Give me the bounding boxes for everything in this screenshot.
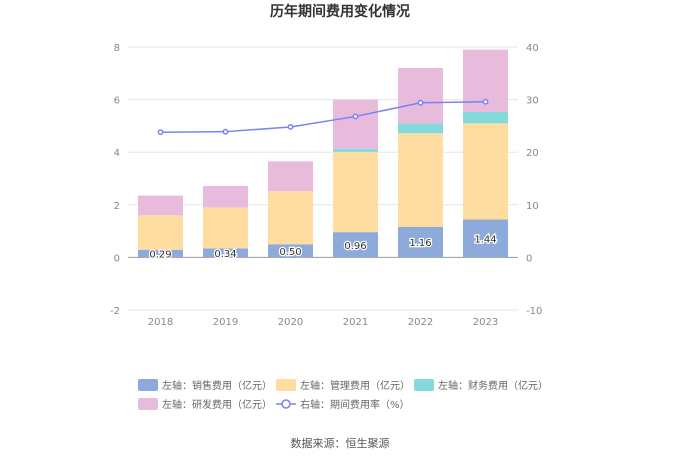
x-tick-label: 2022 [408, 317, 433, 328]
bar-segment-3 [138, 195, 183, 216]
left-tick-label: 4 [114, 148, 120, 159]
x-tick-label: 2021 [343, 317, 368, 328]
bar-segment-0 [333, 232, 378, 258]
bar-segment-3 [333, 99, 378, 149]
right-axis: -10 0 10 20 30 40 [526, 43, 542, 317]
right-tick-label: -10 [526, 306, 542, 317]
bar-value-label: 0.50 [279, 247, 301, 258]
legend-item[interactable]: 左轴：管理费用（亿元） [276, 379, 410, 392]
right-tick-label: 30 [526, 96, 539, 107]
left-tick-label: -2 [110, 306, 120, 317]
bar-segment-2 [398, 123, 443, 134]
right-tick-label: 10 [526, 201, 539, 212]
x-tick-label: 2023 [473, 317, 498, 328]
line-path [160, 100, 486, 133]
line-series [157, 98, 489, 136]
chart-title: 历年期间费用变化情况 [270, 3, 410, 20]
right-tick-label: 0 [526, 253, 532, 264]
grid-lines [128, 46, 518, 311]
right-tick-label: 40 [526, 43, 539, 54]
x-tick-label: 2018 [148, 317, 173, 328]
bar-segment-1 [398, 133, 443, 227]
bar-segment-1 [203, 207, 248, 249]
legend: 左轴：销售费用（亿元） 左轴：管理费用（亿元） 左轴：财务费用（亿元） 左轴：研发费用… [138, 379, 548, 411]
bar-group [138, 49, 508, 258]
bar-value-label: 1.16 [409, 238, 431, 249]
line-point [482, 98, 489, 105]
x-tick-label: 2020 [278, 317, 303, 328]
legend-swatch [138, 398, 158, 410]
legend-label: 左轴：销售费用（亿元） [162, 379, 272, 392]
line-point [352, 113, 359, 120]
bar-segment-3 [203, 185, 248, 208]
left-tick-label: 6 [114, 96, 120, 107]
right-tick-label: 20 [526, 148, 539, 159]
line-point [417, 99, 424, 106]
bar-segment-1 [138, 215, 183, 250]
bar-segment-0 [268, 244, 313, 258]
left-tick-label: 2 [114, 201, 120, 212]
legend-label: 左轴：财务费用（亿元） [438, 379, 548, 392]
legend-item[interactable]: 右轴：期间费用率（%） [276, 398, 410, 411]
left-axis: -2 0 2 4 6 8 [110, 43, 120, 317]
left-tick-label: 0 [114, 253, 120, 264]
legend-swatch [276, 379, 296, 391]
line-point [157, 129, 164, 136]
bar-segment-0 [463, 219, 508, 258]
bar-segment-2 [463, 111, 508, 124]
bar-value-label: 0.96 [344, 241, 366, 252]
x-axis: 2018 2019 2020 2021 2022 2023 [148, 317, 498, 328]
bar-segment-1 [463, 123, 508, 220]
legend-swatch [414, 379, 434, 391]
bar-segment-1 [268, 191, 313, 245]
bar-label-group: 0.29 0.34 0.50 0.96 1.16 1.44 [148, 233, 498, 262]
bar-segment-3 [398, 68, 443, 124]
bar-value-label: 0.29 [149, 250, 171, 261]
bar-segment-0 [398, 226, 443, 258]
bar-value-label: 0.34 [214, 249, 236, 260]
legend-item[interactable]: 左轴：销售费用（亿元） [138, 379, 272, 392]
source-text: 数据来源：恒生聚源 [291, 436, 390, 450]
line-point [287, 124, 294, 130]
bar-segment-0 [203, 248, 248, 258]
bar-segment-3 [268, 161, 313, 192]
x-tick-label: 2019 [213, 317, 238, 328]
legend-label: 左轴：研发费用（亿元） [162, 398, 272, 411]
legend-label: 右轴：期间费用率（%） [300, 398, 410, 411]
legend-item[interactable]: 左轴：财务费用（亿元） [414, 379, 548, 392]
bar-segment-2 [333, 148, 378, 152]
legend-label: 左轴：管理费用（亿元） [300, 379, 410, 392]
line-point [222, 128, 229, 135]
legend-swatch [138, 379, 158, 391]
bar-segment-0 [138, 249, 183, 258]
left-tick-label: 8 [114, 43, 120, 54]
bar-segment-1 [333, 151, 378, 233]
legend-item[interactable]: 左轴：研发费用（亿元） [138, 398, 272, 411]
bar-value-label: 1.44 [474, 234, 496, 245]
legend-point-symbol [281, 399, 291, 409]
